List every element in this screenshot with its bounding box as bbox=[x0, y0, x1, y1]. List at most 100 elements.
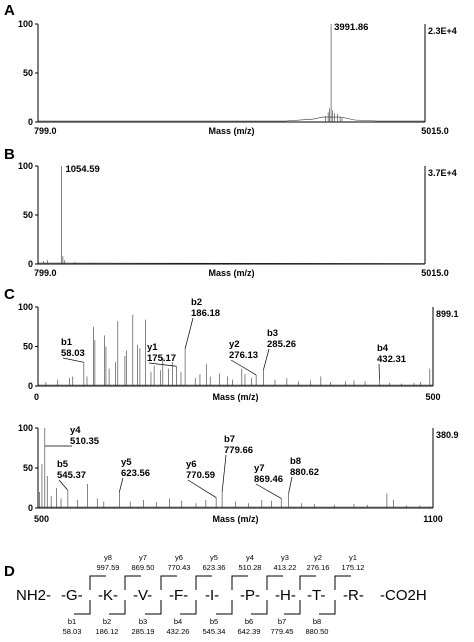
b-ion-mz: 880.50 bbox=[306, 627, 329, 636]
b-ion-bracket bbox=[216, 600, 233, 615]
x-max-label: 5015.0 bbox=[421, 126, 449, 136]
y-ion-mz: 510.28 bbox=[239, 563, 262, 572]
y-tick-label: 50 bbox=[23, 342, 33, 352]
ion-name-label: b5 bbox=[57, 459, 69, 470]
y-ion-name: y1 bbox=[349, 553, 357, 562]
y-tick-label: 50 bbox=[23, 68, 33, 78]
ion-mz-label: 58.03 bbox=[61, 348, 85, 359]
sequence-residue: -H- bbox=[275, 587, 296, 604]
y-ion-name: y2 bbox=[314, 553, 322, 562]
x-max-label: 500 bbox=[425, 392, 440, 402]
sequence-prefix: NH2- bbox=[16, 587, 51, 604]
b-ion-name: b7 bbox=[278, 617, 286, 626]
annotation-leader bbox=[378, 363, 380, 380]
annotation-leader bbox=[263, 348, 270, 371]
y-tick-label: 100 bbox=[18, 423, 33, 433]
ion-name-label: b7 bbox=[224, 434, 235, 445]
y-ion-bracket bbox=[160, 575, 177, 590]
y-ion-name: y7 bbox=[139, 553, 147, 562]
y-ion-mz: 997.59 bbox=[97, 563, 120, 572]
ion-mz-label: 779.66 bbox=[224, 445, 253, 456]
y-tick-label: 0 bbox=[28, 259, 33, 269]
ion-mz-label: 510.35 bbox=[70, 436, 100, 447]
y-ion-bracket bbox=[299, 575, 316, 590]
y-ion-name: y4 bbox=[246, 553, 254, 562]
annotation-leader bbox=[221, 454, 227, 493]
y-ion-mz: 413.22 bbox=[274, 563, 297, 572]
panel-letter-c: C bbox=[4, 286, 15, 303]
peak-mz-label: 1054.59 bbox=[65, 164, 99, 175]
sequence-residue: -R- bbox=[343, 587, 364, 604]
y-tick-label: 100 bbox=[18, 19, 33, 29]
b-ion-mz: 779.45 bbox=[271, 627, 294, 636]
y-ion-mz: 175.12 bbox=[342, 563, 365, 572]
y-tick-label: 0 bbox=[28, 503, 33, 513]
b-ion-name: b2 bbox=[103, 617, 111, 626]
y-ion-mz: 623.36 bbox=[203, 563, 226, 572]
y-tick-label: 50 bbox=[23, 210, 33, 220]
annotation-leader bbox=[62, 357, 84, 363]
y-ion-name: y3 bbox=[281, 553, 289, 562]
panel-letter-a: A bbox=[4, 2, 15, 19]
ion-name-label: b2 bbox=[191, 297, 202, 308]
spectrum-baseline bbox=[37, 262, 426, 264]
annotation-leader bbox=[184, 317, 194, 349]
ion-mz-label: 545.37 bbox=[57, 470, 86, 481]
ion-mz-label: 869.46 bbox=[254, 474, 283, 485]
b-ion-name: b4 bbox=[174, 617, 182, 626]
ion-name-label: y2 bbox=[229, 339, 240, 350]
x-axis-label: Mass (m/z) bbox=[212, 514, 258, 524]
spectrum-baseline bbox=[38, 116, 425, 122]
y-ion-bracket bbox=[124, 575, 141, 590]
y-ion-bracket bbox=[334, 575, 351, 590]
peptide-sequence: NH2- -G- -K- -V- -F- -I- -P- -H- -T- -R- -CO2H y899… bbox=[16, 553, 427, 636]
y-ion-bracket bbox=[89, 575, 106, 590]
ion-name-label: y4 bbox=[70, 425, 81, 436]
b-ion-name: b3 bbox=[139, 617, 147, 626]
ion-name-label: b8 bbox=[290, 456, 301, 467]
ion-name-label: y6 bbox=[186, 459, 197, 470]
b-ion-mz: 642.39 bbox=[238, 627, 261, 636]
y-tick-label: 0 bbox=[28, 117, 33, 127]
ion-name-label: b3 bbox=[267, 328, 278, 339]
y-tick-label: 0 bbox=[28, 381, 33, 391]
ion-mz-label: 770.59 bbox=[186, 470, 215, 481]
b-ion-bracket bbox=[180, 600, 197, 615]
sequence-suffix: -CO2H bbox=[380, 587, 427, 604]
b-ion-mz: 545.34 bbox=[203, 627, 226, 636]
sequence-residue: -F- bbox=[169, 587, 188, 604]
ion-name-label: y5 bbox=[121, 457, 132, 468]
b-ion-mz: 186.12 bbox=[96, 627, 119, 636]
sequence-residue: -I- bbox=[205, 587, 219, 604]
x-max-label: 5015.0 bbox=[421, 268, 449, 278]
annotation-leader bbox=[288, 476, 293, 494]
y-ion-name: y5 bbox=[210, 553, 218, 562]
y-ion-name: y8 bbox=[104, 553, 112, 562]
b-ion-bracket bbox=[251, 600, 268, 615]
b-ion-name: b6 bbox=[245, 617, 253, 626]
y-ion-name: y6 bbox=[175, 553, 183, 562]
y-tick-label: 100 bbox=[18, 302, 33, 312]
b-ion-bracket bbox=[319, 600, 336, 615]
ion-name-label: y7 bbox=[254, 463, 265, 474]
ion-mz-label: 285.26 bbox=[267, 339, 296, 350]
b-ion-name: b5 bbox=[210, 617, 218, 626]
b-ion-bracket bbox=[145, 600, 162, 615]
x-min-label: 0 bbox=[34, 392, 39, 402]
sequence-residue: -V- bbox=[133, 587, 152, 604]
y-ion-mz: 770.43 bbox=[168, 563, 191, 572]
x-axis-label: Mass (m/z) bbox=[212, 392, 258, 402]
annotation-leader bbox=[230, 359, 257, 376]
peak-mz-label: 3991.86 bbox=[334, 22, 368, 33]
annotation-leader bbox=[58, 479, 69, 491]
y-tick-label: 100 bbox=[18, 161, 33, 171]
ion-name-label: b4 bbox=[377, 343, 389, 354]
